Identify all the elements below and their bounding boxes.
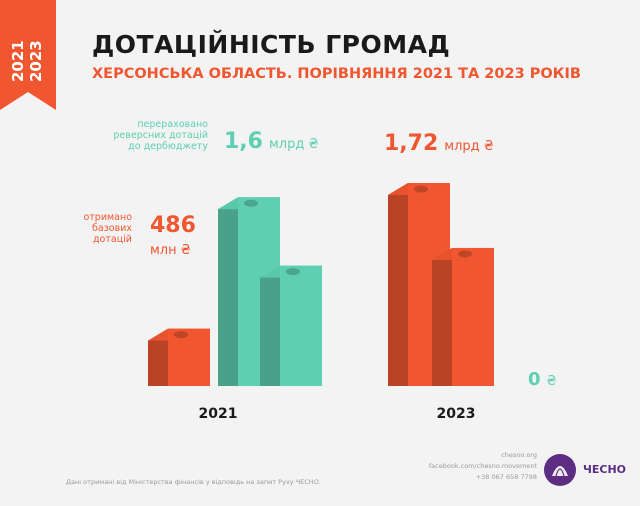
- year-ribbon: 2021 2023: [0, 0, 56, 110]
- category-label-2021: 2021: [199, 406, 238, 422]
- value-unit-0-1: млрд ₴: [444, 139, 494, 154]
- page-title: ДОТАЦІЙНІСТЬ ГРОМАД: [92, 30, 451, 59]
- bar-2021-extra-0: [260, 265, 322, 386]
- ribbon-year-top: 2021: [9, 40, 27, 82]
- contact-facebook: facebook.com/chesno.movement: [428, 462, 537, 470]
- series-0-label-line: дотацій: [93, 234, 132, 245]
- bar-2021-series-0: [148, 328, 210, 386]
- series-1-label-line: перераховано: [137, 119, 208, 130]
- contact-phone: +38 067 658 7798: [475, 473, 537, 481]
- value-unit-1-0: млрд ₴: [269, 137, 319, 152]
- value-number-1-1: 0: [528, 369, 541, 390]
- bar-2023-extra-1: [432, 247, 494, 386]
- value-number-0-1: 1,72: [384, 131, 438, 156]
- category-label-2023: 2023: [437, 406, 476, 422]
- source-note: Дані отримані від Міністерства фінансів …: [66, 478, 321, 486]
- series-0-label-line: отримано: [83, 212, 132, 223]
- series-1-label-line: до дербюджету: [128, 141, 208, 152]
- chesno-logo: [544, 454, 576, 486]
- value-unit-0-0: млн ₴: [150, 243, 191, 258]
- series-1-label-line: реверсних дотацій: [113, 130, 208, 141]
- bar-2023-series-0: [388, 183, 450, 386]
- value-number-0-0: 486: [150, 213, 196, 238]
- series-0-label-line: базових: [92, 223, 132, 234]
- bars-layer: [148, 183, 494, 386]
- logo-text: ЧЕСНО: [583, 463, 627, 476]
- contact-website: chesno.org: [501, 451, 537, 459]
- value-number-1-0: 1,6: [224, 129, 263, 154]
- page-subtitle: ХЕРСОНСЬКА ОБЛАСТЬ. ПОРІВНЯННЯ 2021 ТА 2…: [92, 66, 581, 82]
- ribbon-year-bottom: 2023: [27, 40, 45, 82]
- value-unit-1-1: ₴: [547, 374, 557, 389]
